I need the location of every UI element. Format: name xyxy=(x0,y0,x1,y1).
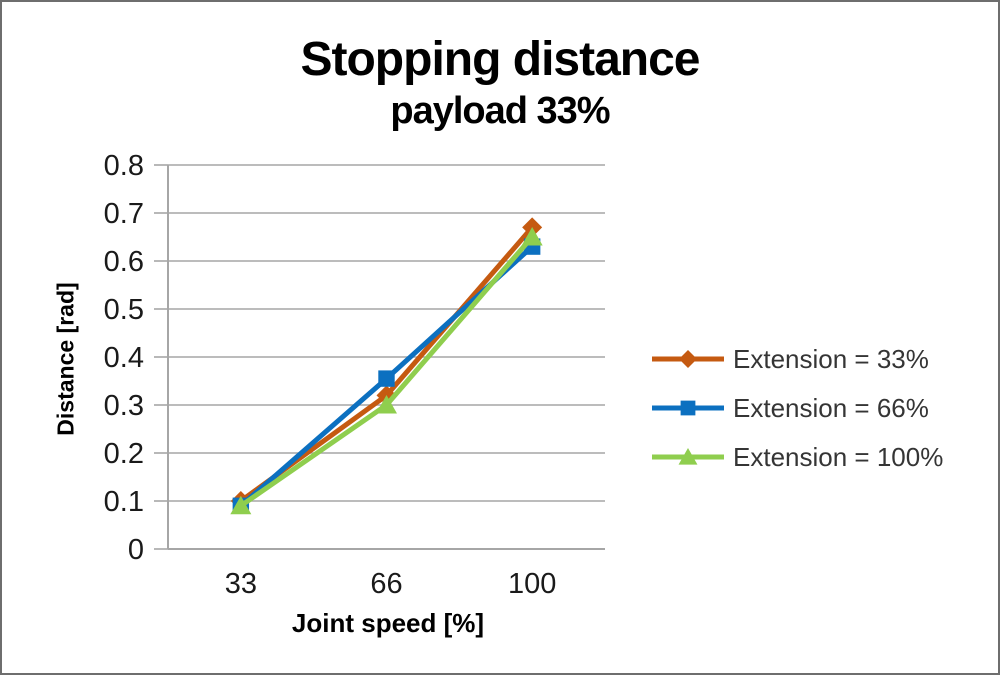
y-tick-label: 0.5 xyxy=(104,294,144,326)
y-tick-label: 0.8 xyxy=(104,150,144,182)
series-triangle xyxy=(230,227,543,515)
x-tick-label: 66 xyxy=(370,568,402,600)
y-tick-label: 0.2 xyxy=(104,438,144,470)
y-tick-label: 0.3 xyxy=(104,390,144,422)
series-line xyxy=(239,225,535,504)
legend-item-extension-66: Extension = 66% xyxy=(652,390,943,426)
legend-label: Extension = 100% xyxy=(733,441,944,472)
marker-triangle-icon xyxy=(521,227,543,246)
legend-marker-square-icon xyxy=(652,400,724,416)
legend-item-extension-100: Extension = 100% xyxy=(652,439,943,475)
marker-triangle-icon xyxy=(678,448,698,465)
y-tick-label: 0.7 xyxy=(104,198,144,230)
legend-marker-triangle-icon xyxy=(652,448,724,465)
y-axis-title: Distance [rad] xyxy=(52,282,79,436)
marker-diamond-icon xyxy=(679,350,697,368)
chart-title: Stopping distance xyxy=(300,33,700,86)
legend-label: Extension = 33% xyxy=(733,343,929,374)
legend-marker-diamond-icon xyxy=(652,350,724,368)
x-axis-title: Joint speed [%] xyxy=(291,608,485,638)
chart-subtitle: payload 33% xyxy=(390,90,610,132)
y-tick-label: 0.1 xyxy=(104,486,144,518)
marker-square-icon xyxy=(378,370,395,387)
legend-label: Extension = 66% xyxy=(733,392,929,423)
x-tick-label: 100 xyxy=(508,568,556,600)
legend-item-extension-33: Extension = 33% xyxy=(652,341,943,377)
marker-square-icon xyxy=(680,400,696,416)
y-tick-label: 0.6 xyxy=(104,246,144,278)
y-tick-label: 0 xyxy=(128,534,144,566)
y-tick-label: 0.4 xyxy=(104,342,144,374)
chart-legend: Extension = 33% Extension = 66% Extensio… xyxy=(652,341,943,488)
x-tick-label: 33 xyxy=(225,568,257,600)
marker-triangle-icon xyxy=(230,495,252,515)
marker-triangle-icon xyxy=(376,395,397,414)
